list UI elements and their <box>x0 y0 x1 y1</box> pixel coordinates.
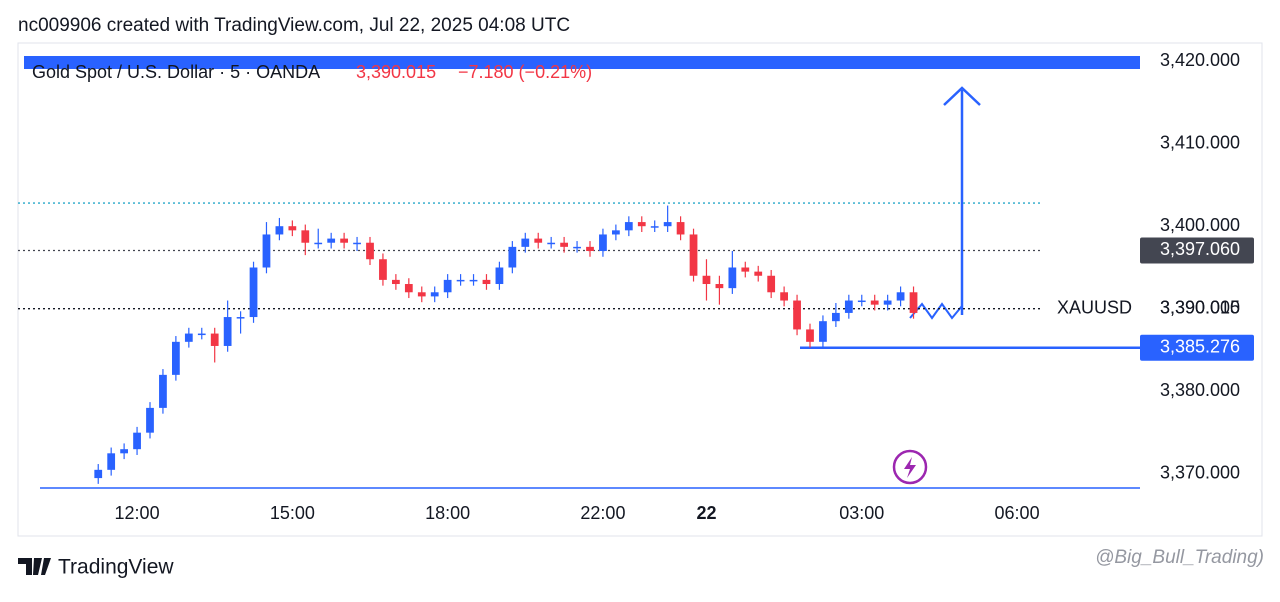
candle-body <box>94 469 103 479</box>
symbol-label: XAUUSD <box>1057 297 1132 317</box>
x-tick-label: 12:00 <box>115 503 160 523</box>
candle-body <box>249 267 258 318</box>
candle-body <box>624 222 633 231</box>
candle-body <box>870 300 879 305</box>
y-tick-label: 3,410.000 <box>1160 132 1240 152</box>
arrow-head <box>943 86 981 106</box>
candle-body <box>560 242 568 247</box>
candle-body <box>715 284 724 289</box>
candle-body <box>314 242 323 245</box>
candle-body <box>780 292 788 301</box>
price-tag-label: 3,390.015 <box>1160 297 1240 317</box>
candle-body <box>741 267 750 272</box>
candle-body <box>508 246 517 268</box>
candle-body <box>366 242 374 260</box>
candle-body <box>663 222 672 227</box>
candle-body <box>676 222 685 235</box>
candle-body <box>482 279 491 285</box>
price-tag-label: 3,385.276 <box>1160 337 1240 357</box>
candle-body <box>689 234 698 276</box>
plot: 3,370.000 3,380.000 3,390.000 3,400.000 3,41… <box>18 50 1254 523</box>
candle-body <box>819 321 827 342</box>
x-tick-label: 15:00 <box>270 503 315 523</box>
legend-title: Gold Spot / U.S. Dollar · 5 · OANDA <box>32 62 320 82</box>
candle-body <box>832 312 840 322</box>
candle-body <box>650 226 659 228</box>
candle-body <box>379 259 387 280</box>
candle-body <box>107 453 116 470</box>
price-tag <box>1140 237 1254 264</box>
candle-body <box>573 246 581 249</box>
event-icon[interactable] <box>892 449 928 485</box>
candle-body <box>223 317 232 346</box>
logo <box>18 558 51 575</box>
candle-body <box>133 432 141 450</box>
candle-body <box>728 267 737 289</box>
candle-body <box>443 279 452 293</box>
candle-body <box>495 267 504 285</box>
candle-body <box>909 292 918 313</box>
price-tag-label: 3,397.060 <box>1160 239 1240 259</box>
candle-body <box>521 238 530 247</box>
candle-body <box>172 341 180 375</box>
candle-body <box>184 333 193 342</box>
y-tick-label: 3,400.000 <box>1160 215 1240 235</box>
candle-body <box>146 407 154 433</box>
candle-body <box>896 292 905 301</box>
candle-body <box>159 374 167 408</box>
candle-body <box>417 292 426 297</box>
frame <box>17 42 1263 537</box>
header: nc009906 created with TradingView.com, J… <box>18 15 570 36</box>
target-zone <box>24 56 1140 69</box>
x-tick-label: 03:00 <box>839 503 884 523</box>
candle-body <box>534 238 543 243</box>
y-tick-label: 3,420.000 <box>1160 50 1240 70</box>
candle-body <box>262 234 271 268</box>
candle-body <box>210 333 219 346</box>
candle-body <box>767 275 776 293</box>
candle-body <box>120 449 128 454</box>
candle-body <box>702 275 711 285</box>
y-tick-label: 3,380.000 <box>1160 380 1240 400</box>
candle-body <box>327 238 336 243</box>
candle-body <box>612 230 620 235</box>
candle-body <box>793 300 801 330</box>
candle-body <box>197 333 206 336</box>
x-tick-label: 22:00 <box>580 503 625 523</box>
footer-brand: TradingView <box>58 556 174 579</box>
candle-body <box>404 284 413 293</box>
candle-body <box>586 246 594 251</box>
candle-body <box>754 271 763 276</box>
x-tick-label: 06:00 <box>995 503 1040 523</box>
candle-body <box>857 300 866 303</box>
candle-body <box>392 279 400 285</box>
legend-price: 3,390.015 <box>356 62 436 82</box>
candle-body <box>340 238 348 243</box>
price-tag <box>1140 334 1254 361</box>
candle-body <box>547 242 556 245</box>
candle-body <box>806 329 814 342</box>
candle-body <box>288 226 297 231</box>
candle-body <box>301 230 310 243</box>
candle-body <box>599 234 607 251</box>
candle-body <box>353 242 361 245</box>
candle-body <box>883 300 892 305</box>
event-bolt <box>904 457 916 478</box>
x-tick-label: 22 <box>696 503 716 523</box>
y-tick-label: 3,370.000 <box>1160 463 1240 483</box>
candle-body <box>456 279 465 282</box>
x-tick-label: 18:00 <box>425 503 470 523</box>
candle-body <box>430 292 439 297</box>
candle-body <box>844 300 853 313</box>
candle-body <box>236 317 245 319</box>
projection-zigzag <box>909 302 963 320</box>
legend-change: −7.180 (−0.21%) <box>458 62 592 82</box>
candle-body <box>275 226 284 235</box>
candle-body <box>469 279 478 282</box>
candle-body <box>637 222 646 227</box>
watermark: @Big_Bull_Trading) <box>1095 547 1264 568</box>
y-tick-label: 3,390.000 <box>1160 298 1240 318</box>
